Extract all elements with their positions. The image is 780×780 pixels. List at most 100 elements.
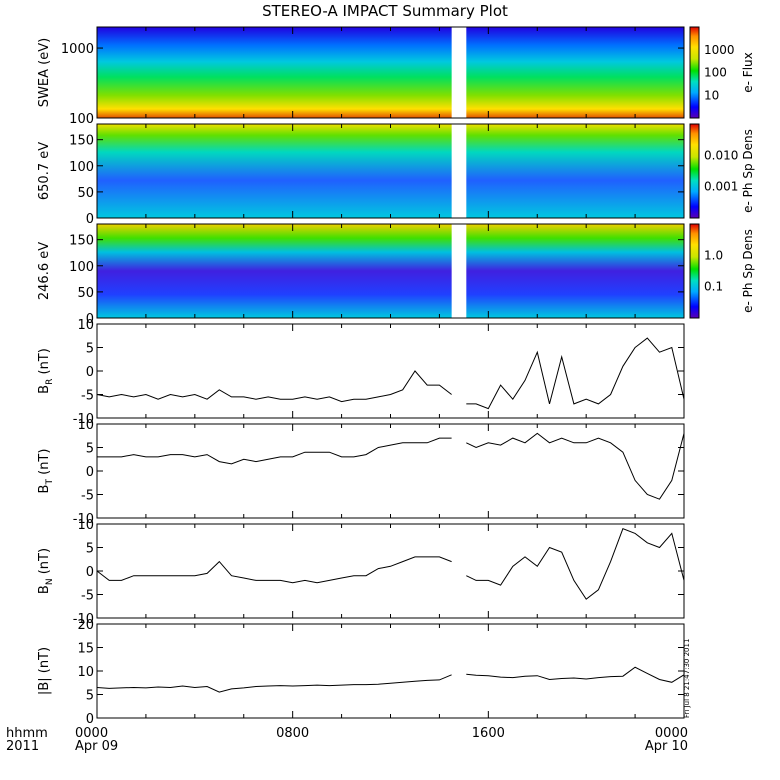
pad650-colorbar: 0.001 0.010 e- Ph Sp Dens: [689, 123, 755, 219]
panel-bt: -10 -5 0 5 10 BT (nT): [37, 418, 685, 527]
swea-ylabel: SWEA (eV): [37, 38, 52, 107]
pad246-ytick-label: 0: [86, 312, 94, 327]
br-frame: [96, 323, 685, 419]
pad246-spectrogram: [97, 224, 684, 318]
panel-bn: -10 -5 0 5 10 BN (nT): [37, 518, 685, 627]
x-tick-label: 0000: [655, 726, 688, 741]
x-tick-label: 0800: [276, 726, 309, 741]
x-tick-date-label: Apr 09: [75, 739, 118, 754]
pad650-colorbar-scale: [689, 123, 700, 219]
pad246-colorbar: 0.1 1.0 e- Ph Sp Dens: [689, 223, 755, 319]
pad650-ytick-label: 50: [77, 186, 94, 201]
br-ytick-label: 10: [77, 318, 94, 333]
bt-ytick-label: 10: [77, 418, 94, 433]
br-ylabel-unit: (nT): [37, 348, 52, 378]
bn-ytick-label: -10: [73, 612, 94, 627]
panel-pad246: 0.1 1.0 e- Ph Sp Dens 0 50 100 150 246.6 eV: [37, 223, 755, 327]
bt-ytick-label: 5: [86, 442, 94, 457]
x-tick-label: 0000: [75, 726, 108, 741]
pad650-spectrogram: [97, 124, 684, 218]
bn-ytick-label: 10: [77, 518, 94, 533]
pad650-ylabel-main: 650.7 eV: [37, 142, 52, 200]
bmag-ylabel-main: |B| (nT): [37, 647, 52, 695]
pad246-data-gap: [451, 223, 467, 319]
bt-trace: [97, 437, 452, 465]
bmag-trace: [466, 666, 685, 683]
swea-colorbar-scale: [689, 26, 700, 119]
bmag-ytick-label: 10: [77, 665, 94, 680]
bmag-ylabel: |B| (nT): [37, 647, 52, 695]
br-ytick-label: -5: [81, 389, 94, 404]
bmag-ytick-label: 15: [77, 642, 94, 657]
pad650-ytick-label: 150: [69, 134, 94, 149]
bn-ylabel: BN (nT): [37, 548, 55, 594]
bn-frame: [96, 523, 685, 619]
panel-pad650: 0.001 0.010 e- Ph Sp Dens 0 50 100 150 650.7 eV: [37, 123, 755, 227]
bn-ylabel-main: B: [37, 585, 52, 594]
pad246-colorbar-scale: [689, 223, 700, 319]
swea-colorbar-label: e- Flux: [741, 52, 755, 92]
pad246-colorbar-tick-label: 1.0: [704, 248, 723, 262]
swea-ytick-label: 1000: [61, 42, 94, 57]
bt-ylabel-unit: (nT): [37, 449, 52, 479]
year-label: 2011: [6, 739, 39, 754]
pad650-ylabel: 650.7 eV: [37, 142, 52, 200]
swea-data-gap: [451, 26, 467, 119]
bmag-trace: [96, 674, 452, 693]
bn-ylabel-sub: N: [45, 578, 55, 585]
bmag-ytick-label: 0: [86, 712, 94, 727]
panel-bmag: 0 5 10 15 20 |B| (nT): [37, 618, 685, 727]
bt-ytick-label: -10: [73, 512, 94, 527]
bt-frame: [96, 423, 685, 519]
pad650-colorbar-label: e- Ph Sp Dens: [741, 129, 755, 213]
swea-ylabel-main: SWEA (eV): [37, 38, 52, 107]
bn-ytick-label: 5: [86, 542, 94, 557]
bn-trace: [466, 528, 685, 600]
br-ytick-label: -10: [73, 412, 94, 427]
br-ytick-label: 0: [86, 365, 94, 380]
bt-ylabel-main: B: [37, 485, 52, 494]
swea-colorbar-tick-label: 1000: [704, 43, 735, 57]
bmag-ytick-label: 20: [77, 618, 94, 633]
swea-spectrogram: [97, 27, 684, 118]
x-tick-label: 1600: [472, 726, 505, 741]
bt-ylabel-sub: T: [45, 479, 55, 486]
swea-colorbar-tick-label: 100: [704, 66, 727, 80]
pad246-ylabel-main: 246.6 eV: [37, 242, 52, 300]
panel-swea: 10 100 1000 e- Flux 100 1000 SWEA (eV): [37, 26, 755, 127]
swea-colorbar: 10 100 1000 e- Flux: [689, 26, 755, 119]
swea-colorbar-tick-label: 10: [704, 88, 719, 102]
bt-ytick-label: -5: [81, 489, 94, 504]
br-trace: [466, 337, 685, 410]
pad246-ylabel: 246.6 eV: [37, 242, 52, 300]
x-tick-date-label: Apr 10: [645, 739, 688, 754]
pad246-colorbar-tick-label: 0.1: [704, 280, 723, 294]
bt-trace: [466, 432, 685, 500]
pad650-data-gap: [451, 123, 467, 219]
pad246-ytick-label: 100: [69, 260, 94, 275]
pad246-ytick-label: 50: [77, 286, 94, 301]
br-ylabel-sub: R: [45, 379, 55, 385]
pad650-ytick-label: 100: [69, 160, 94, 175]
pad650-ytick-label: 0: [86, 212, 94, 227]
pad246-colorbar-label: e- Ph Sp Dens: [741, 229, 755, 313]
bn-ylabel-unit: (nT): [37, 548, 52, 578]
bn-trace: [96, 556, 452, 584]
time-format-label: hhmm: [6, 726, 48, 741]
plot-title: STEREO-A IMPACT Summary Plot: [262, 2, 508, 20]
bn-ytick-label: 0: [86, 565, 94, 580]
pad650-colorbar-tick-label: 0.001: [704, 180, 738, 194]
br-trace: [96, 370, 452, 403]
pad650-colorbar-tick-label: 0.010: [704, 148, 738, 162]
bt-ytick-label: 0: [86, 465, 94, 480]
swea-ytick-label: 100: [69, 112, 94, 127]
br-ylabel-main: B: [37, 385, 52, 394]
bmag-ytick-label: 5: [86, 689, 94, 704]
bt-ylabel: BT (nT): [37, 449, 55, 494]
generation-timestamp: Fri Jul 8 21:47:30 2011: [683, 639, 691, 718]
bn-ytick-label: -5: [81, 589, 94, 604]
pad246-ytick-label: 150: [69, 234, 94, 249]
